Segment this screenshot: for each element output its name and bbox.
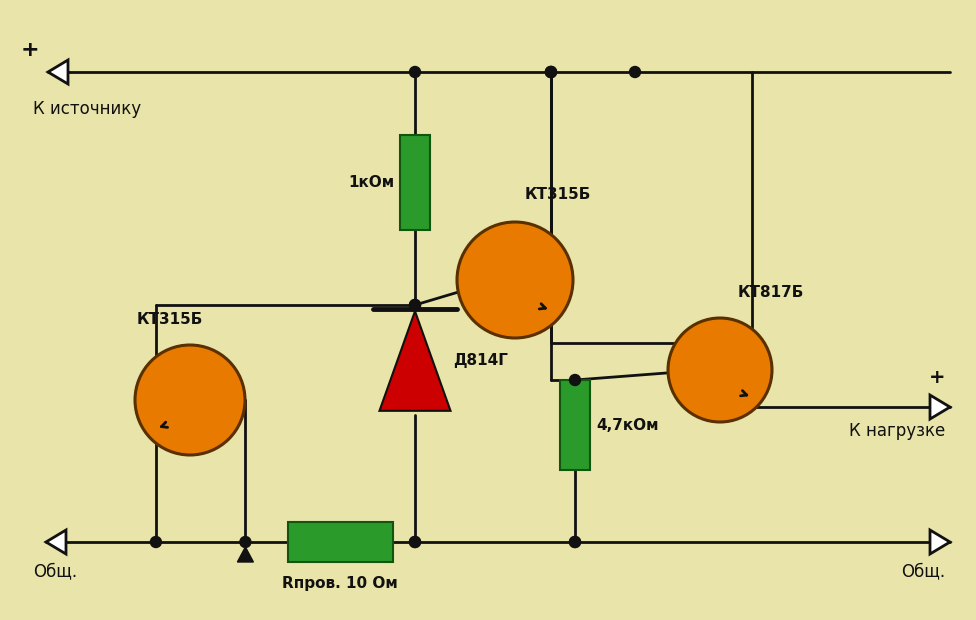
Bar <box>288 522 392 562</box>
Text: Rпров. 10 Ом: Rпров. 10 Ом <box>282 576 398 591</box>
Circle shape <box>570 536 581 547</box>
Circle shape <box>410 299 421 311</box>
Bar <box>560 380 590 470</box>
Text: 1кОм: 1кОм <box>347 175 394 190</box>
Circle shape <box>457 222 573 338</box>
Circle shape <box>150 536 161 547</box>
Polygon shape <box>237 547 254 562</box>
Circle shape <box>570 536 581 547</box>
Text: К источнику: К источнику <box>33 100 142 118</box>
Circle shape <box>546 66 556 78</box>
Circle shape <box>546 66 556 78</box>
Bar <box>400 135 430 230</box>
Text: Общ.: Общ. <box>901 562 945 580</box>
Polygon shape <box>930 530 950 554</box>
Circle shape <box>546 66 556 78</box>
Circle shape <box>410 299 421 311</box>
Text: +: + <box>20 40 39 60</box>
Polygon shape <box>930 395 950 419</box>
Circle shape <box>410 66 421 78</box>
Text: КТ315Б: КТ315Б <box>525 187 591 202</box>
Text: Д814Г: Д814Г <box>453 353 508 368</box>
Text: 4,7кОм: 4,7кОм <box>596 417 659 433</box>
Polygon shape <box>48 60 68 84</box>
Text: Общ.: Общ. <box>33 562 77 580</box>
Text: КТ817Б: КТ817Б <box>738 285 804 300</box>
Polygon shape <box>380 311 451 411</box>
Circle shape <box>240 536 251 547</box>
Circle shape <box>630 66 640 78</box>
Circle shape <box>410 536 421 547</box>
Circle shape <box>135 345 245 455</box>
Text: +: + <box>928 368 945 387</box>
Circle shape <box>410 536 421 547</box>
Circle shape <box>668 318 772 422</box>
Text: КТ315Б: КТ315Б <box>137 312 203 327</box>
Circle shape <box>570 374 581 386</box>
Polygon shape <box>46 530 66 554</box>
Text: К нагрузке: К нагрузке <box>849 422 945 440</box>
